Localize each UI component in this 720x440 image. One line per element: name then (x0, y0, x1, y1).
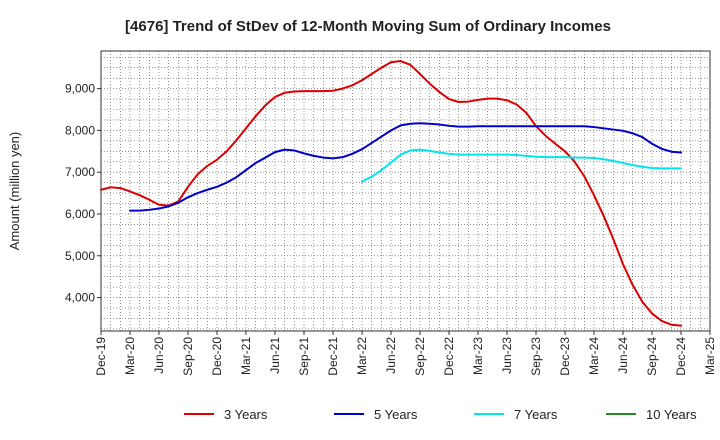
x-tick-label: Sep-22 (413, 337, 427, 376)
plot-area: 4,000 5,000 6,000 7,000 8,000 9,000 Dec-19 Mar-… (65, 50, 717, 376)
x-tick-label: Dec-23 (558, 337, 572, 376)
x-tick-label: Sep-24 (645, 337, 659, 376)
legend-label-3-years: 3 Years (224, 407, 268, 422)
x-tick-label: Jun-23 (500, 337, 514, 374)
chart-title: [4676] Trend of StDev of 12-Month Moving… (125, 18, 611, 35)
series-line-5-years (129, 122, 682, 212)
series-line-7-years (361, 148, 682, 183)
y-axis-label: Amount (million yen) (7, 132, 22, 251)
x-tick-label: Mar-23 (471, 337, 485, 375)
plot-border (100, 50, 711, 332)
y-tick-label: 4,000 (65, 291, 95, 305)
legend: 3 Years 5 Years 7 Years 10 Years (184, 407, 697, 422)
x-tick-label: Jun-21 (268, 337, 282, 374)
x-tick-label: Sep-21 (297, 337, 311, 376)
x-tick-label: Sep-20 (181, 337, 195, 376)
x-tick-label: Dec-24 (674, 337, 688, 376)
x-tick-label: Dec-22 (442, 337, 456, 376)
x-tick-label: Mar-22 (355, 337, 369, 375)
y-tick-label: 5,000 (65, 249, 95, 263)
x-tick-label: Dec-20 (210, 337, 224, 376)
x-tick-label: Dec-19 (94, 337, 108, 376)
x-tick-label: Mar-24 (587, 337, 601, 375)
legend-label-5-years: 5 Years (374, 407, 418, 422)
x-tick-label: Mar-20 (123, 337, 137, 375)
legend-label-7-years: 7 Years (514, 407, 558, 422)
y-tick-label: 8,000 (65, 123, 95, 137)
y-tick-label: 6,000 (65, 207, 95, 221)
x-tick-label: Sep-23 (529, 337, 543, 376)
x-tick-label: Dec-21 (326, 337, 340, 376)
legend-label-10-years: 10 Years (646, 407, 697, 422)
x-tick-label: Mar-21 (239, 337, 253, 375)
x-tick-label: Mar-25 (703, 337, 717, 375)
y-tick-label: 7,000 (65, 165, 95, 179)
x-tick-label: Jun-20 (152, 337, 166, 374)
x-tick-label: Jun-24 (616, 337, 630, 374)
series-line-3-years (100, 60, 682, 327)
x-tick-label: Jun-22 (384, 337, 398, 374)
y-tick-label: 9,000 (65, 82, 95, 96)
